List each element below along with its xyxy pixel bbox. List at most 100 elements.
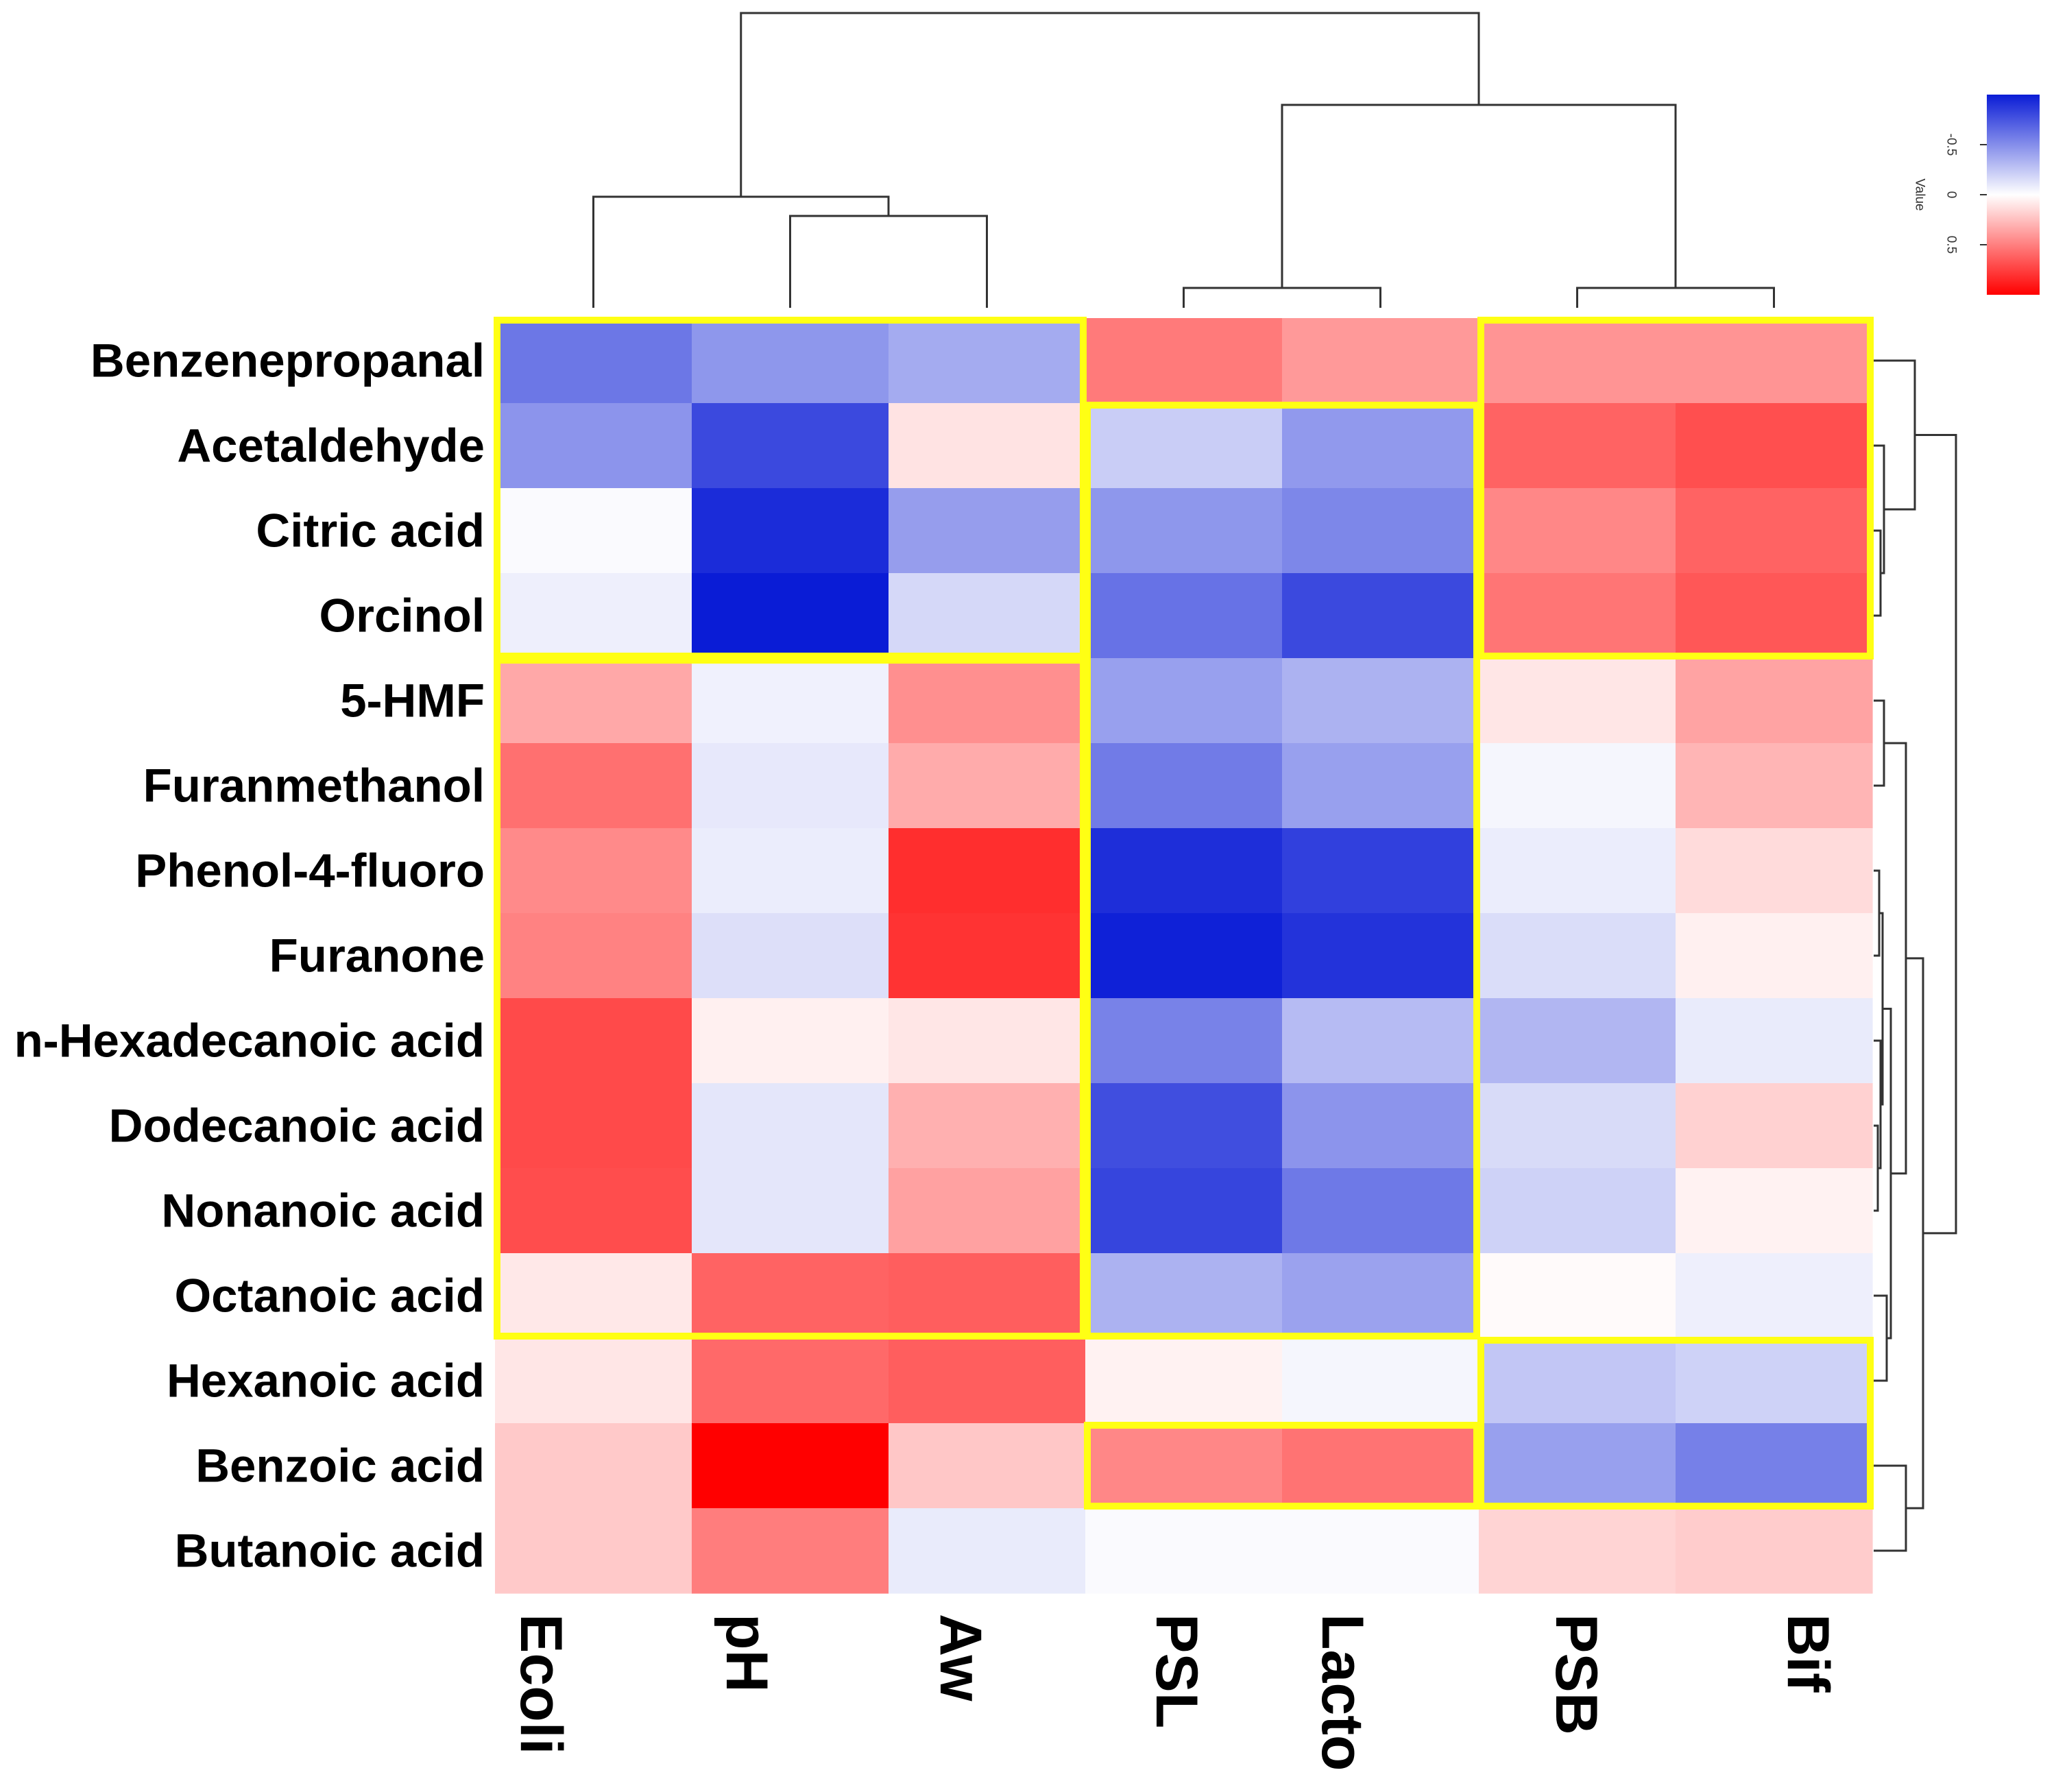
column-label: PSB	[1543, 1614, 1609, 1735]
row-dendrogram-branch	[1883, 1008, 1892, 1340]
heatmap-cell	[495, 403, 692, 489]
heatmap-cell	[692, 1338, 889, 1424]
heatmap-cell	[1282, 743, 1479, 829]
heatmap-cell	[1676, 1168, 1873, 1254]
heatmap-cell	[889, 488, 1086, 574]
column-label: Lacto	[1309, 1614, 1375, 1771]
row-dendrogram-branch	[1874, 529, 1882, 617]
heatmap-cell	[1085, 1083, 1283, 1169]
heatmap-cell	[1479, 318, 1676, 404]
heatmap-cell	[1676, 998, 1873, 1084]
heatmap-cell	[692, 1253, 889, 1339]
row-label: Butanoic acid	[175, 1525, 485, 1577]
heatmap-cell	[889, 573, 1086, 659]
highlight-box	[1477, 317, 1874, 659]
heatmap-cell	[1085, 1508, 1283, 1594]
heatmap-cell	[495, 318, 692, 404]
heatmap-cell	[495, 573, 692, 659]
heatmap-cell	[1282, 1508, 1479, 1594]
color-key-tick-label: 0	[1944, 191, 1959, 199]
heatmap-cell	[1282, 1253, 1479, 1339]
heatmap-cell	[692, 403, 889, 489]
heatmap-cell	[1479, 573, 1676, 659]
heatmap-cell	[1479, 998, 1676, 1084]
heatmap-cell	[889, 658, 1086, 744]
heatmap-cell	[1085, 998, 1283, 1084]
heatmap-cell	[1282, 998, 1479, 1084]
row-dendrogram-branch	[1906, 957, 1924, 1510]
heatmap-cell	[1085, 1253, 1283, 1339]
heatmap-cell	[1676, 403, 1873, 489]
heatmap-cell	[1676, 1423, 1873, 1509]
heatmap-cell	[692, 658, 889, 744]
row-dendrogram-branch	[1874, 359, 1916, 511]
heatmap-cell	[1479, 658, 1676, 744]
column-label: Aw	[928, 1614, 993, 1702]
column-dendrogram-branch	[1576, 287, 1775, 308]
heatmap-cell	[692, 573, 889, 659]
heatmap-cell	[692, 1168, 889, 1254]
row-label: Phenol-4-fluoro	[135, 845, 485, 897]
row-label: Benzenepropanal	[90, 335, 485, 387]
heatmap-cell	[495, 1508, 692, 1594]
heatmap-cell	[692, 828, 889, 914]
heatmap-cell	[495, 828, 692, 914]
heatmap-cell	[1085, 573, 1283, 659]
heatmap-cell	[1085, 658, 1283, 744]
heatmap-cell	[1282, 658, 1479, 744]
heatmap-cell	[1479, 828, 1676, 914]
heatmap-cell	[1676, 828, 1873, 914]
heatmap-cell	[692, 1083, 889, 1169]
row-labels: Benzenepropanal Acetaldehyde Citric acid Or…	[14, 335, 485, 1577]
column-dendrogram-branch	[1281, 104, 1677, 288]
color-key-tick-label: 0.5	[1944, 236, 1959, 254]
heatmap-cell	[1085, 488, 1283, 574]
column-label: pH	[714, 1614, 780, 1693]
heatmap-cell	[495, 913, 692, 999]
heatmap-cell	[1479, 1338, 1676, 1424]
heatmap-cell	[1085, 1423, 1283, 1509]
column-label: Ecoli	[508, 1614, 574, 1755]
column-dendrogram-branch	[740, 12, 1480, 197]
heatmap-cell	[1085, 318, 1283, 404]
color-key-tick-label: -0.5	[1944, 134, 1959, 156]
heatmap-cells	[495, 318, 1873, 1594]
column-dendrogram	[592, 12, 1775, 308]
heatmap-cell	[1085, 1338, 1283, 1424]
heatmap-cell	[1479, 743, 1676, 829]
heatmap-cell	[889, 1083, 1086, 1169]
heatmap-cell	[495, 1253, 692, 1339]
row-dendrogram-branch	[1874, 869, 1881, 957]
heatmap-cell	[889, 828, 1086, 914]
row-dendrogram-branch	[1874, 1124, 1879, 1212]
heatmap-cell	[1676, 1253, 1873, 1339]
row-label: Hexanoic acid	[167, 1355, 485, 1407]
highlight-boxes	[494, 317, 1874, 1510]
column-dendrogram-branch	[592, 195, 890, 308]
heatmap-cell	[1676, 1508, 1873, 1594]
column-label: Bif	[1775, 1614, 1841, 1693]
heatmap-cell	[1479, 1508, 1676, 1594]
heatmap-cell	[1676, 1083, 1873, 1169]
heatmap-cell	[889, 913, 1086, 999]
heatmap-cell	[692, 913, 889, 999]
heatmap-cell	[692, 1423, 889, 1509]
row-dendrogram-branch	[1874, 699, 1885, 787]
heatmap-cell	[1479, 403, 1676, 489]
row-label: Octanoic acid	[175, 1270, 485, 1322]
highlight-box	[1477, 1337, 1874, 1510]
row-label: Citric acid	[256, 505, 485, 557]
heatmap-cell	[1479, 488, 1676, 574]
heatmap-cell	[495, 1168, 692, 1254]
highlight-box	[1084, 402, 1480, 1340]
highlight-box	[1084, 1422, 1480, 1510]
heatmap-cell	[889, 318, 1086, 404]
row-dendrogram-branch	[1874, 1464, 1907, 1552]
heatmap-cell	[1085, 828, 1283, 914]
row-label: Acetaldehyde	[177, 420, 485, 472]
heatmap-cell	[1282, 318, 1479, 404]
heatmap-cell	[1085, 1168, 1283, 1254]
heatmap-cell	[889, 743, 1086, 829]
heatmap-cell	[889, 1168, 1086, 1254]
